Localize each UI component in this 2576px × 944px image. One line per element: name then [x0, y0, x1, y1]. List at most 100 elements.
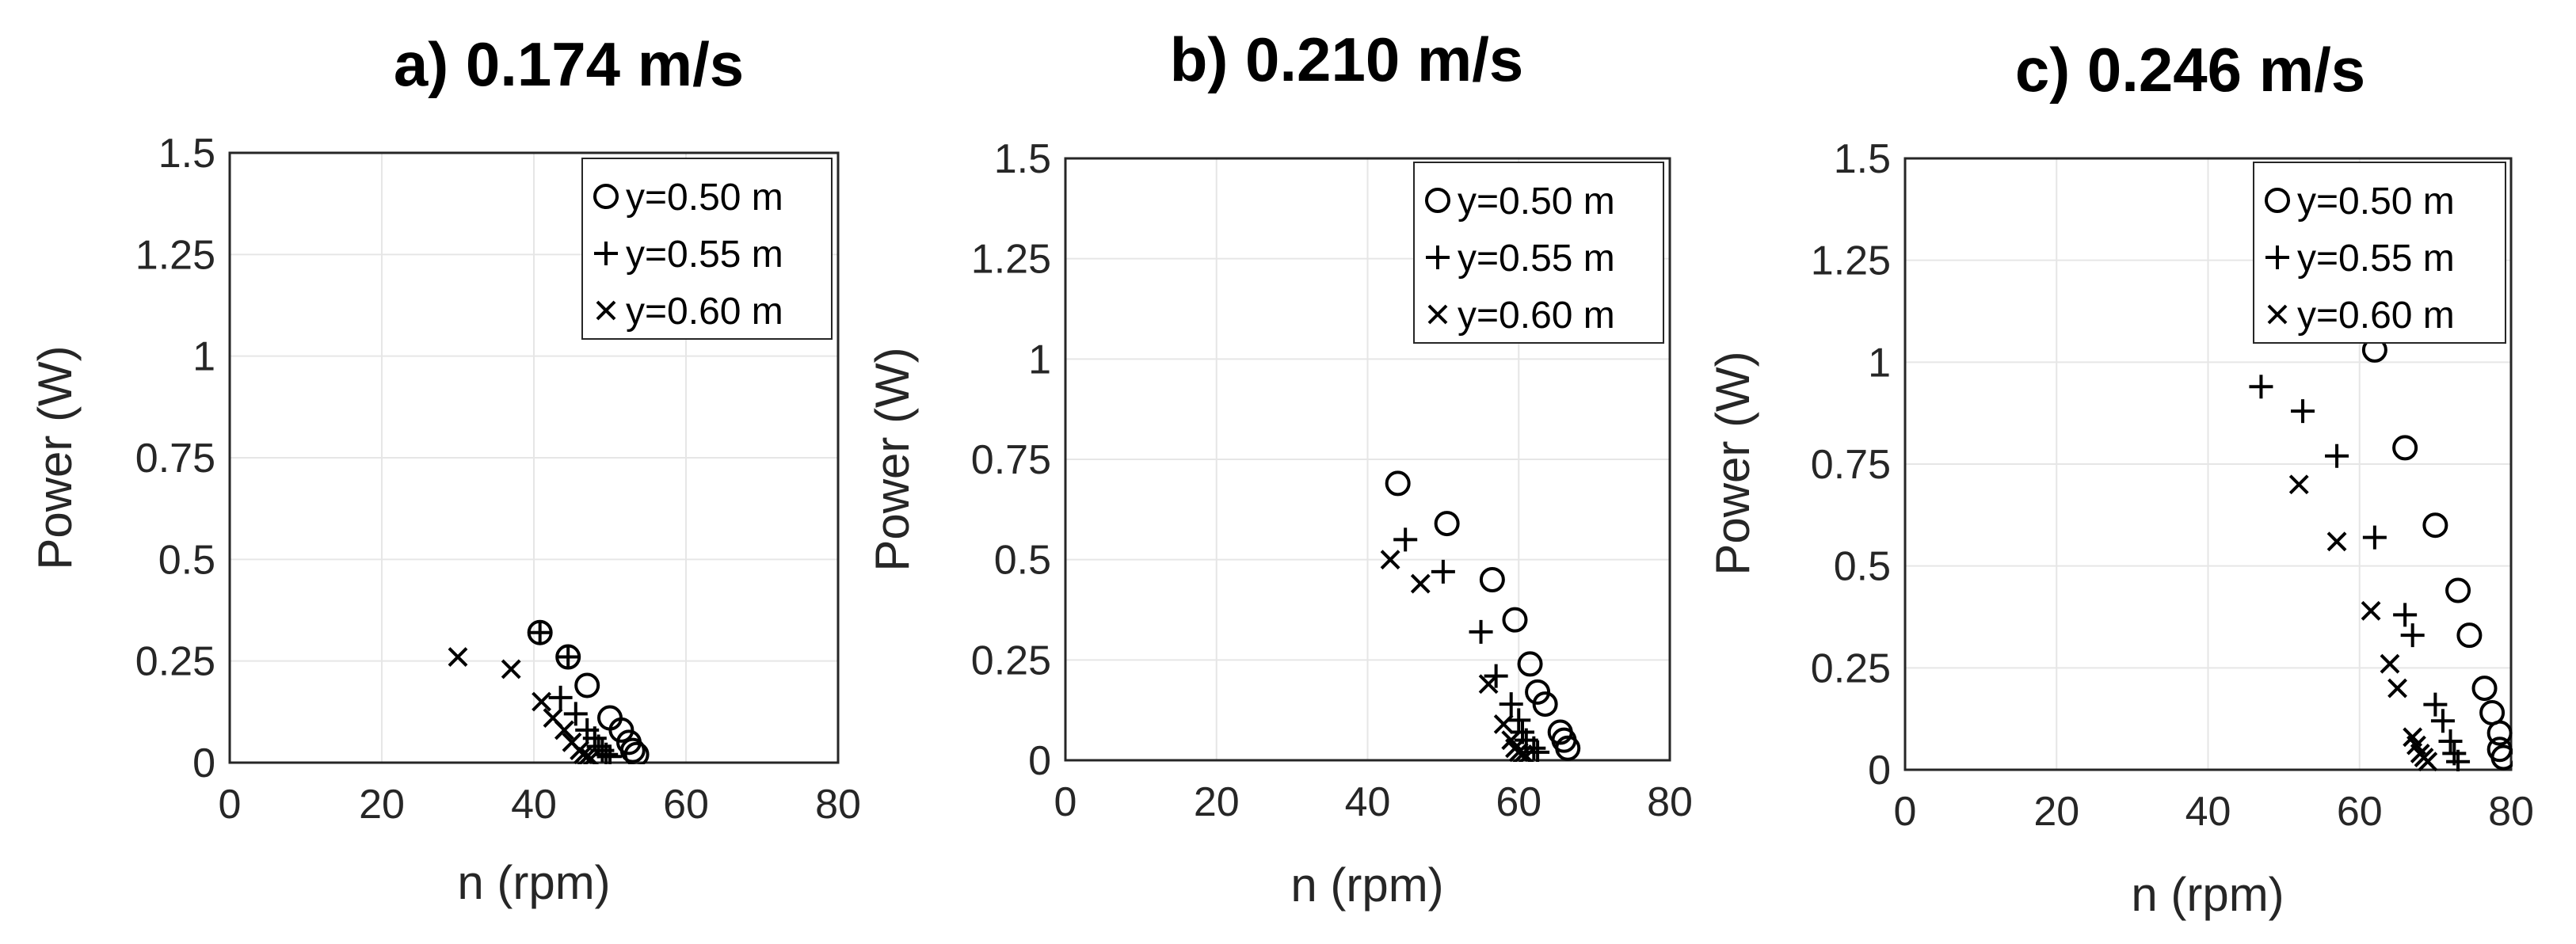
- data-point-x: [2326, 531, 2347, 552]
- x-tick-label: 40: [2185, 789, 2231, 835]
- data-point-circle: [1434, 511, 1460, 537]
- data-point-x: [2361, 600, 2381, 621]
- data-point-x: [2418, 752, 2438, 771]
- data-points: [2249, 337, 2513, 771]
- panel-1: a) 0.174 m/s 0 20 40 60 80 0 0.25 0.5 0.75 1 1.25 1.…: [29, 29, 861, 909]
- y-tick-label: 0.25: [971, 638, 1051, 683]
- data-point-circle: [1555, 735, 1581, 761]
- y-tick-label: 1.25: [1811, 238, 1891, 284]
- x-tick-label: 60: [2337, 789, 2383, 835]
- series-2: [2249, 375, 2471, 771]
- data-point-plus: [2249, 375, 2273, 399]
- panel-title: a) 0.174 m/s: [394, 29, 744, 99]
- x-tick-label: 60: [663, 782, 709, 828]
- data-point-x: [2387, 678, 2407, 698]
- axes-frame: [1903, 157, 2513, 771]
- legend-marker-x: [2267, 304, 2288, 325]
- data-point-plus: [548, 685, 573, 710]
- y-tick-label: 0.25: [1811, 645, 1891, 691]
- data-point-circle: [2445, 577, 2471, 603]
- x-axis-label: n (rpm): [1290, 858, 1443, 912]
- data-point-plus: [2400, 623, 2425, 648]
- series-3: [448, 647, 601, 764]
- x-tick-label: 0: [1894, 789, 1917, 835]
- data-point-plus: [2325, 443, 2349, 468]
- y-tick-label: 0.5: [994, 538, 1051, 584]
- y-axis-label: Power (W): [29, 345, 82, 569]
- data-point-circle: [1479, 567, 1505, 592]
- data-point-x: [554, 720, 574, 740]
- x-tick-label: 20: [2033, 789, 2079, 835]
- data-point-plus: [2438, 729, 2463, 753]
- legend-marker-plus: [594, 242, 618, 265]
- y-tick-label: 1: [192, 334, 215, 380]
- panel-2: b) 0.210 m/s 0 20 40 60 80 0 0.25 0.5 0.75 1 1.25 1.…: [866, 25, 1693, 912]
- data-point-x: [2380, 653, 2400, 674]
- legend-label: y=0.55 m: [2297, 238, 2455, 280]
- data-point-circle: [1385, 470, 1411, 497]
- data-point-plus: [2430, 709, 2455, 733]
- data-point-plus: [2393, 603, 2418, 627]
- data-point-circle: [2486, 720, 2513, 746]
- y-tick-label: 1: [1868, 340, 1891, 386]
- series-3: [1380, 550, 1537, 762]
- legend-box: [581, 158, 833, 340]
- series-1: [1385, 470, 1581, 761]
- y-tick-label: 0.5: [1834, 544, 1891, 590]
- data-point-plus: [1431, 559, 1455, 584]
- data-point-x: [448, 647, 468, 667]
- legend-box: [2253, 162, 2506, 344]
- data-point-plus: [556, 645, 581, 669]
- x-tick-label: 80: [1647, 779, 1693, 825]
- y-tick-label: 1.5: [994, 136, 1051, 182]
- axes-frame: [228, 151, 840, 764]
- legend-label: y=0.50 m: [626, 177, 783, 219]
- y-tick-label: 0: [1028, 738, 1051, 784]
- data-point-plus: [2291, 399, 2315, 424]
- y-axis-label: Power (W): [866, 347, 919, 571]
- data-point-x: [1380, 550, 1400, 570]
- x-tick-label: 40: [1345, 779, 1391, 825]
- legend-label: y=0.50 m: [1458, 181, 1615, 223]
- data-point-x: [1493, 714, 1514, 734]
- y-tick-label: 1.5: [1834, 136, 1891, 182]
- data-point-x: [1410, 573, 1431, 594]
- legend: y=0.50 m y=0.55 m y=0.60 m: [1413, 162, 1664, 344]
- legend-label: y=0.50 m: [2297, 181, 2455, 223]
- legend-marker-x: [596, 300, 616, 321]
- y-tick-label: 1: [1028, 337, 1051, 383]
- y-tick-label: 0: [192, 740, 215, 786]
- data-point-x: [532, 691, 552, 712]
- data-point-x: [1516, 746, 1537, 762]
- data-point-plus: [563, 702, 588, 726]
- series-3: [2288, 474, 2438, 771]
- legend-label: y=0.55 m: [626, 234, 783, 276]
- x-tick-label: 60: [1496, 779, 1541, 825]
- data-point-circle: [1517, 651, 1543, 677]
- data-point-x: [581, 748, 601, 764]
- y-tick-label: 0.75: [135, 436, 215, 482]
- panel-title: c) 0.246 m/s: [2015, 35, 2365, 105]
- x-tick-label: 0: [1054, 779, 1077, 825]
- y-tick-label: 1.25: [971, 237, 1051, 283]
- series-1: [2361, 337, 2513, 771]
- x-tick-label: 80: [815, 782, 861, 828]
- data-points: [1380, 470, 1581, 762]
- legend-marker-plus: [1426, 246, 1450, 269]
- data-point-plus: [528, 620, 552, 645]
- y-tick-label: 1.5: [158, 131, 215, 177]
- x-tick-label: 80: [2488, 789, 2534, 835]
- data-point-circle: [623, 741, 650, 764]
- data-point-plus: [2362, 525, 2387, 550]
- data-point-plus: [1499, 692, 1523, 717]
- panel-3: c) 0.246 m/s 0 20 40 60 80 0 0.25 0.5 0.75 1 1.25 1.…: [1706, 35, 2534, 921]
- data-point-circle: [2422, 512, 2448, 539]
- data-point-plus: [1507, 708, 1531, 733]
- data-point-circle: [1502, 607, 1528, 633]
- y-tick-label: 1.25: [135, 232, 215, 278]
- legend-marker-plus: [2265, 246, 2289, 269]
- data-point-circle: [608, 717, 634, 743]
- legend-marker-circle: [1425, 188, 1450, 213]
- data-point-circle: [574, 672, 600, 698]
